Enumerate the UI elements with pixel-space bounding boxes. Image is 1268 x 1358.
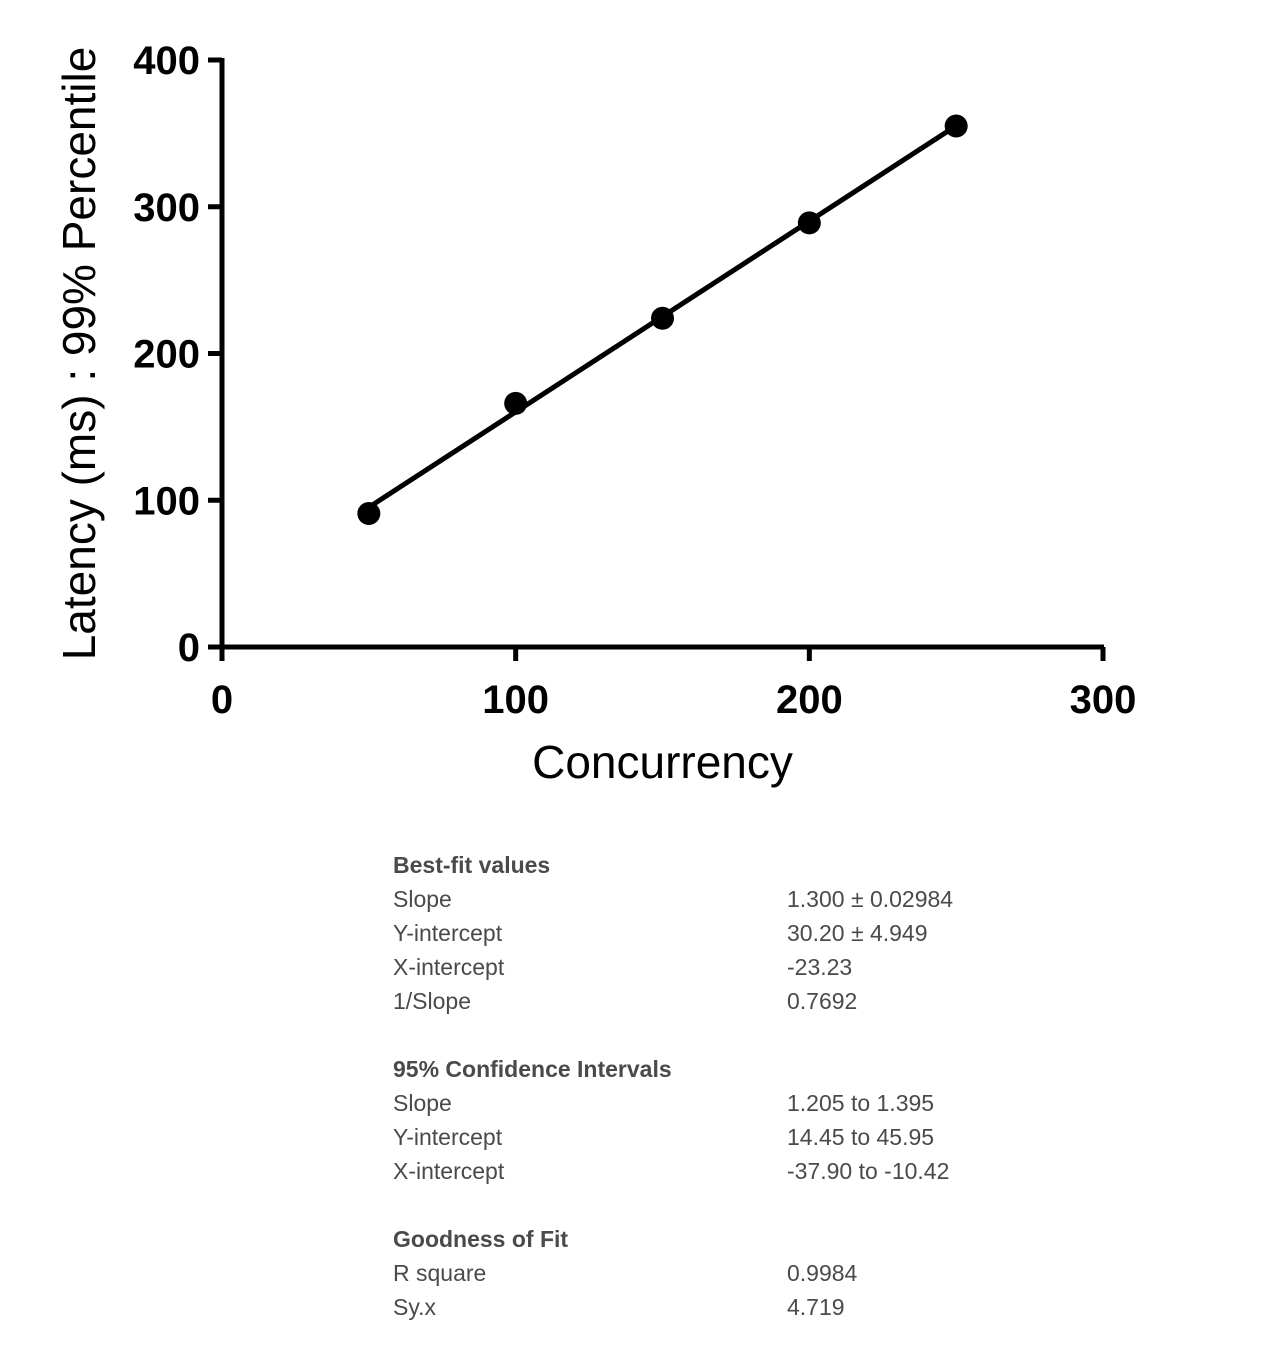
row-label: X-intercept xyxy=(393,954,505,980)
data-point xyxy=(944,114,968,138)
row-label: Sy.x xyxy=(393,1294,437,1320)
x-tick-label: 200 xyxy=(776,678,843,722)
section-title: Best-fit values xyxy=(393,852,551,878)
stats-row: Sy.x 4.719 xyxy=(393,1290,1033,1324)
row-label: X-intercept xyxy=(393,1158,505,1184)
y-tick-label: 300 xyxy=(133,186,200,230)
x-tick-label: 0 xyxy=(211,678,233,722)
row-label: R square xyxy=(393,1260,487,1286)
row-value: -23.23 xyxy=(787,954,853,980)
data-point xyxy=(357,501,381,525)
row-label: Slope xyxy=(393,886,452,912)
row-label: Y-intercept xyxy=(393,920,503,946)
stats-section-best-fit: Best-fit values Slope 1.300 ± 0.02984 Y-… xyxy=(393,848,1033,1018)
stats-row: Y-intercept 14.45 to 45.95 xyxy=(393,1120,1033,1154)
stats-row: Slope 1.300 ± 0.02984 xyxy=(393,882,1033,916)
y-tick-label: 100 xyxy=(133,479,200,523)
row-label: 1/Slope xyxy=(393,988,472,1014)
stats-section-goodness-of-fit: Goodness of Fit R square 0.9984 Sy.x 4.7… xyxy=(393,1222,1033,1324)
stats-row: X-intercept -37.90 to -10.42 xyxy=(393,1154,1033,1188)
y-tick-label: 400 xyxy=(133,39,200,83)
stats-section-confidence-intervals: 95% Confidence Intervals Slope 1.205 to … xyxy=(393,1052,1033,1188)
y-tick-label: 200 xyxy=(133,333,200,377)
x-tick-label: 100 xyxy=(482,678,549,722)
row-value: 4.719 xyxy=(787,1294,845,1320)
row-value: -37.90 to -10.42 xyxy=(787,1158,950,1184)
row-value: 0.9984 xyxy=(787,1260,858,1286)
data-point xyxy=(504,391,528,415)
y-axis-title: Latency (ms) : 99% Percentile xyxy=(53,47,105,661)
stats-row: Slope 1.205 to 1.395 xyxy=(393,1086,1033,1120)
row-label: Y-intercept xyxy=(393,1124,503,1150)
stats-row: X-intercept -23.23 xyxy=(393,950,1033,984)
row-value: 14.45 to 45.95 xyxy=(787,1124,935,1150)
section-title: Goodness of Fit xyxy=(393,1226,569,1252)
x-axis-title: Concurrency xyxy=(532,736,793,788)
stats-row: Y-intercept 30.20 ± 4.949 xyxy=(393,916,1033,950)
y-tick-label: 0 xyxy=(178,626,200,670)
stats-row: R square 0.9984 xyxy=(393,1256,1033,1290)
data-point xyxy=(797,211,821,235)
section-title: 95% Confidence Intervals xyxy=(393,1056,672,1082)
row-value: 1.205 to 1.395 xyxy=(787,1090,935,1116)
row-value: 1.300 ± 0.02984 xyxy=(787,886,954,912)
stats-row: 1/Slope 0.7692 xyxy=(393,984,1033,1018)
regression-chart: 0 100 200 300 0 100 200 300 400 Concurrency Latenc… xyxy=(53,39,1137,788)
row-value: 30.20 ± 4.949 xyxy=(787,920,928,946)
x-tick-label: 300 xyxy=(1070,678,1137,722)
row-label: Slope xyxy=(393,1090,452,1116)
regression-stats-table: Best-fit values Slope 1.300 ± 0.02984 Y-… xyxy=(393,848,1033,1358)
data-point xyxy=(651,306,674,330)
row-value: 0.7692 xyxy=(787,988,858,1014)
